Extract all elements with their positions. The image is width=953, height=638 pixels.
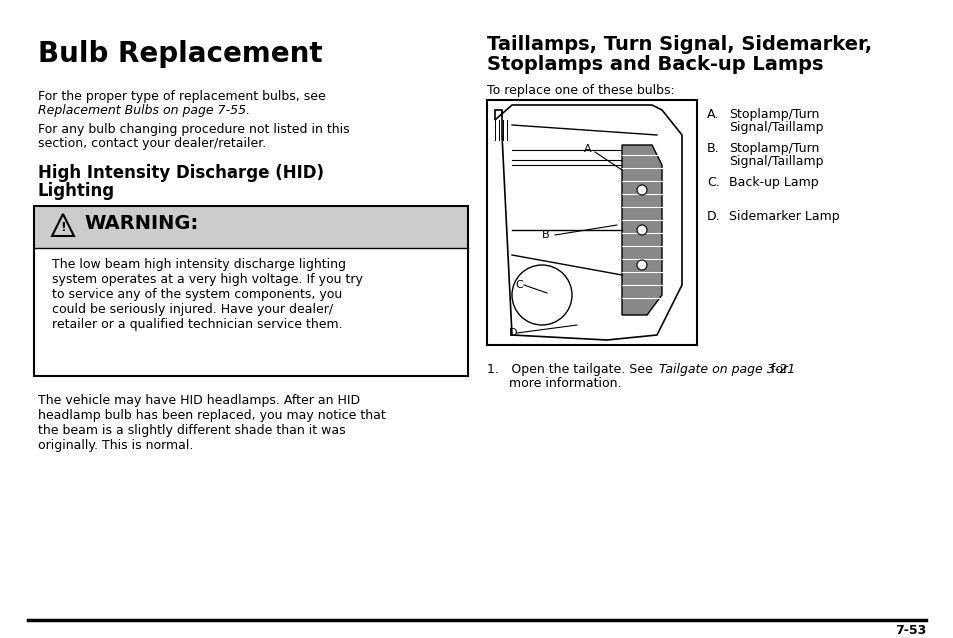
Text: The vehicle may have HID headlamps. After an HID: The vehicle may have HID headlamps. Afte… (38, 394, 359, 407)
Text: Stoplamp/Turn: Stoplamp/Turn (728, 108, 819, 121)
Text: C: C (515, 280, 522, 290)
Text: Signal/Taillamp: Signal/Taillamp (728, 155, 822, 168)
Text: High Intensity Discharge (HID): High Intensity Discharge (HID) (38, 164, 324, 182)
Text: B: B (541, 230, 549, 240)
Text: Stoplamp/Turn: Stoplamp/Turn (728, 142, 819, 155)
Text: A: A (583, 144, 591, 154)
Text: Back-up Lamp: Back-up Lamp (728, 176, 818, 189)
Text: For any bulb changing procedure not listed in this: For any bulb changing procedure not list… (38, 123, 349, 136)
Text: 7-53: 7-53 (894, 624, 925, 637)
Bar (486, 100, 697, 345)
Text: B.: B. (706, 142, 719, 155)
Text: retailer or a qualified technician service them.: retailer or a qualified technician servi… (52, 318, 342, 331)
Text: WARNING:: WARNING: (84, 214, 198, 233)
Text: Lighting: Lighting (38, 182, 115, 200)
Text: to service any of the system components, you: to service any of the system components,… (52, 288, 342, 301)
Text: The low beam high intensity discharge lighting: The low beam high intensity discharge li… (52, 258, 346, 271)
Text: for: for (766, 363, 787, 376)
Text: D.: D. (706, 210, 720, 223)
Text: Stoplamps and Back-up Lamps: Stoplamps and Back-up Lamps (486, 55, 822, 74)
Text: could be seriously injured. Have your dealer/: could be seriously injured. Have your de… (52, 303, 333, 316)
Bar (34, 206, 468, 376)
Text: Bulb Replacement: Bulb Replacement (38, 40, 322, 68)
Circle shape (637, 185, 646, 195)
Text: A.: A. (706, 108, 719, 121)
Text: D: D (509, 328, 517, 338)
Text: Signal/Taillamp: Signal/Taillamp (728, 121, 822, 134)
Polygon shape (621, 145, 661, 315)
Text: Tailgate on page 3-21: Tailgate on page 3-21 (659, 363, 795, 376)
Text: section, contact your dealer/retailer.: section, contact your dealer/retailer. (38, 137, 266, 150)
Text: For the proper type of replacement bulbs, see: For the proper type of replacement bulbs… (38, 90, 325, 103)
Text: more information.: more information. (509, 377, 620, 390)
Text: Replacement Bulbs on page 7-55.: Replacement Bulbs on page 7-55. (38, 104, 250, 117)
Text: headlamp bulb has been replaced, you may notice that: headlamp bulb has been replaced, you may… (38, 409, 385, 422)
Text: 1.  Open the tailgate. See: 1. Open the tailgate. See (486, 363, 656, 376)
Text: Taillamps, Turn Signal, Sidemarker,: Taillamps, Turn Signal, Sidemarker, (486, 35, 871, 54)
Circle shape (637, 225, 646, 235)
Text: C.: C. (706, 176, 719, 189)
Text: originally. This is normal.: originally. This is normal. (38, 439, 193, 452)
Text: the beam is a slightly different shade than it was: the beam is a slightly different shade t… (38, 424, 345, 437)
Text: system operates at a very high voltage. If you try: system operates at a very high voltage. … (52, 273, 362, 286)
Bar (34, 206, 468, 248)
Text: !: ! (60, 221, 66, 234)
Circle shape (637, 260, 646, 270)
Text: Sidemarker Lamp: Sidemarker Lamp (728, 210, 839, 223)
Text: To replace one of these bulbs:: To replace one of these bulbs: (486, 84, 674, 97)
